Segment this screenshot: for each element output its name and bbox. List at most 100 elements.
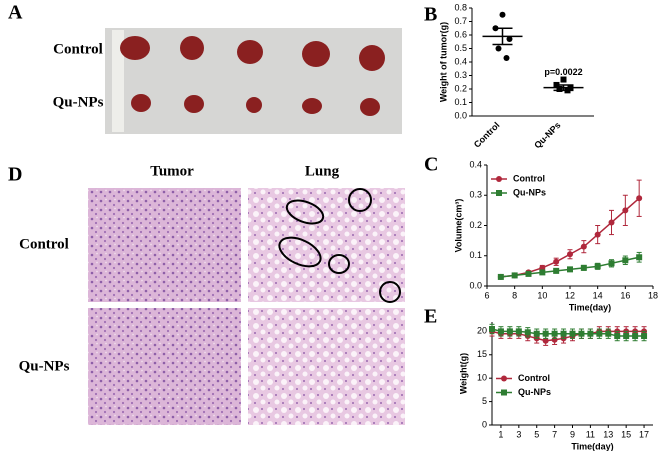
y-tick-label: 5 bbox=[482, 396, 487, 406]
marker bbox=[497, 273, 504, 280]
marker bbox=[533, 330, 540, 337]
marker bbox=[524, 329, 531, 336]
column-label: Lung bbox=[305, 163, 340, 179]
x-tick-label: 12 bbox=[565, 290, 575, 300]
marker bbox=[553, 267, 560, 274]
y-tick-label: 0.1 bbox=[454, 97, 467, 107]
legend-marker bbox=[496, 176, 502, 182]
marker bbox=[525, 270, 532, 277]
histology-image bbox=[88, 188, 241, 302]
x-tick-label: 8 bbox=[512, 290, 517, 300]
marker bbox=[641, 333, 648, 340]
marker bbox=[515, 328, 522, 335]
row-label: Qu-NPs bbox=[19, 358, 70, 374]
series-line bbox=[491, 328, 645, 337]
x-tick-label: 17 bbox=[639, 429, 649, 439]
y-axis-label: Volume(cm³) bbox=[453, 199, 463, 253]
row-label: Control bbox=[19, 236, 69, 252]
lesion-circles bbox=[278, 188, 401, 303]
point bbox=[506, 36, 513, 43]
y-tick-label: 0.2 bbox=[469, 220, 482, 230]
marker bbox=[636, 195, 643, 202]
panel-label: B bbox=[424, 4, 437, 26]
y-tick-label: 0.2 bbox=[454, 83, 467, 93]
x-tick-label: Qu-NPs bbox=[532, 120, 562, 150]
marker bbox=[608, 219, 615, 226]
marker bbox=[580, 243, 587, 250]
x-tick-label: Control bbox=[472, 120, 502, 150]
marker bbox=[594, 263, 601, 270]
annotation: p=0.0022 bbox=[544, 67, 582, 77]
histology-image bbox=[248, 308, 405, 425]
legend-label: Qu-NPs bbox=[518, 387, 551, 397]
marker bbox=[608, 260, 615, 267]
x-tick-label: 10 bbox=[537, 290, 547, 300]
y-tick-label: 0.3 bbox=[454, 70, 467, 80]
marker bbox=[580, 264, 587, 271]
x-tick-label: 11 bbox=[586, 429, 595, 439]
y-tick-label: 0.0 bbox=[454, 110, 467, 120]
y-tick-label: 20 bbox=[477, 326, 487, 336]
row-label: Control bbox=[53, 41, 103, 57]
y-tick-label: 0.3 bbox=[469, 190, 482, 200]
y-axis-label: Weight of tumor(g) bbox=[438, 22, 448, 102]
legend-marker bbox=[496, 190, 502, 196]
y-tick-label: 0 bbox=[482, 419, 487, 429]
marker bbox=[539, 269, 546, 276]
panel-label: D bbox=[8, 164, 22, 186]
marker bbox=[506, 328, 513, 335]
marker bbox=[614, 333, 621, 340]
marker bbox=[551, 330, 558, 337]
marker bbox=[632, 333, 639, 340]
x-tick-label: 6 bbox=[484, 290, 489, 300]
tumors bbox=[120, 36, 385, 116]
legend-label: Control bbox=[518, 373, 550, 383]
x-axis-label: Time(day) bbox=[571, 441, 613, 451]
x-tick-label: 7 bbox=[552, 429, 557, 439]
marker bbox=[567, 251, 573, 258]
point bbox=[556, 86, 563, 92]
series-line bbox=[500, 197, 640, 278]
marker bbox=[596, 330, 603, 337]
ruler bbox=[112, 30, 124, 132]
marker bbox=[587, 330, 594, 337]
x-axis-label: Time(day) bbox=[569, 302, 611, 312]
x-tick-label: 15 bbox=[621, 429, 631, 439]
marker bbox=[560, 330, 567, 337]
marker bbox=[511, 272, 518, 279]
legend-label: Control bbox=[513, 173, 545, 183]
legend-marker bbox=[501, 375, 507, 382]
panel-label: E bbox=[424, 306, 437, 328]
y-tick-label: 0.5 bbox=[454, 43, 467, 53]
y-tick-label: 0.0 bbox=[469, 280, 482, 290]
histology-image bbox=[248, 188, 405, 302]
marker bbox=[569, 330, 576, 337]
x-tick-label: 13 bbox=[603, 429, 613, 439]
legend-marker bbox=[501, 389, 507, 396]
marker bbox=[594, 231, 601, 238]
x-tick-label: 14 bbox=[593, 290, 603, 300]
y-tick-label: 0.7 bbox=[454, 16, 467, 26]
x-tick-label: 16 bbox=[620, 290, 630, 300]
y-tick-label: 0.4 bbox=[454, 56, 467, 66]
marker bbox=[636, 254, 643, 261]
y-tick-label: 0.4 bbox=[469, 159, 482, 169]
marker bbox=[578, 330, 585, 337]
marker bbox=[553, 258, 560, 265]
y-tick-label: 0.1 bbox=[469, 250, 482, 260]
x-tick-label: 9 bbox=[570, 429, 575, 439]
row-label: Qu-NPs bbox=[53, 94, 104, 110]
x-tick-label: 1 bbox=[498, 429, 503, 439]
panel-label: C bbox=[424, 154, 438, 176]
point bbox=[560, 76, 567, 83]
marker bbox=[542, 330, 549, 337]
marker bbox=[605, 330, 612, 337]
y-tick-label: 10 bbox=[477, 373, 487, 383]
column-label: Tumor bbox=[150, 163, 194, 179]
y-tick-label: 15 bbox=[477, 349, 487, 359]
histology-image bbox=[88, 308, 241, 425]
marker bbox=[539, 264, 546, 271]
marker bbox=[567, 266, 573, 273]
x-tick-label: 3 bbox=[516, 429, 521, 439]
